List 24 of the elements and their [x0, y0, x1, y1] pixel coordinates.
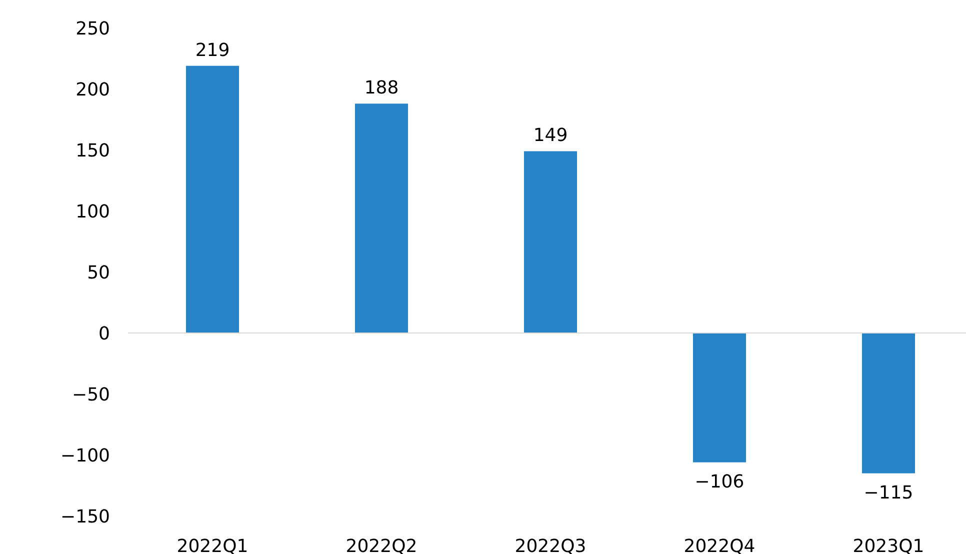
- y-tick-label: −150: [60, 506, 110, 528]
- x-tick-label: 2022Q3: [514, 536, 586, 554]
- y-tick-label: 0: [98, 323, 110, 344]
- bar: [524, 151, 578, 333]
- x-tick-label: 2022Q2: [346, 536, 418, 554]
- x-tick-label: 2022Q4: [684, 536, 756, 554]
- y-tick-label: 100: [76, 201, 110, 222]
- bar: [862, 333, 916, 474]
- bar: [354, 104, 408, 333]
- y-tick-label: 50: [87, 262, 110, 284]
- bar: [186, 66, 240, 333]
- data-label: 149: [533, 125, 568, 146]
- x-tick-label: 2022Q1: [176, 536, 248, 554]
- bar: [692, 333, 746, 462]
- x-tick-label: 2023Q1: [852, 536, 924, 554]
- y-tick-label: 200: [76, 79, 110, 100]
- y-tick-label: 250: [76, 18, 110, 40]
- y-tick-label: 150: [76, 140, 110, 162]
- data-label: −106: [694, 471, 744, 492]
- data-label: 219: [195, 40, 230, 61]
- data-label: 188: [364, 78, 399, 99]
- y-tick-label: −100: [60, 445, 110, 466]
- y-tick-label: −50: [72, 384, 110, 406]
- data-label: −115: [864, 482, 914, 504]
